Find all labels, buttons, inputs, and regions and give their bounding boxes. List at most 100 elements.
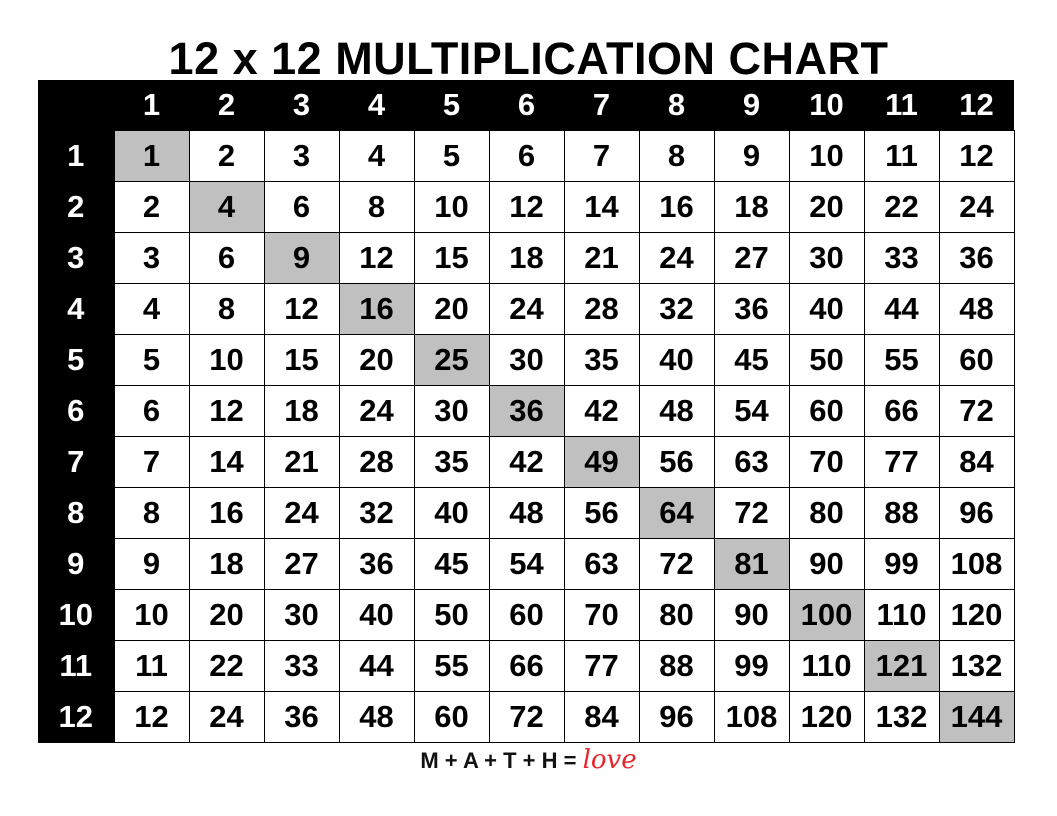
column-header: 4 (339, 80, 414, 131)
product-cell: 84 (563, 691, 640, 743)
product-cell: 120 (938, 589, 1015, 641)
product-cell: 20 (788, 181, 865, 233)
product-cell: 24 (638, 232, 715, 284)
product-cell: 9 (713, 130, 790, 182)
product-cell: 66 (863, 385, 940, 437)
row-header: 9 (38, 538, 114, 590)
product-cell: 84 (938, 436, 1015, 488)
page-title: 12 x 12 MULTIPLICATION CHART (168, 33, 889, 84)
row-header: 10 (38, 589, 114, 641)
product-cell: 24 (263, 487, 340, 539)
product-cell: 108 (938, 538, 1015, 590)
product-cell: 56 (563, 487, 640, 539)
product-cell: 90 (788, 538, 865, 590)
product-cell: 16 (188, 487, 265, 539)
product-cell: 14 (563, 181, 640, 233)
product-cell: 36 (938, 232, 1015, 284)
product-cell: 11 (863, 130, 940, 182)
product-cell: 30 (413, 385, 490, 437)
product-cell: 96 (938, 487, 1015, 539)
product-cell: 99 (713, 640, 790, 692)
product-cell: 40 (788, 283, 865, 335)
product-cell: 20 (188, 589, 265, 641)
square-product-cell: 36 (488, 385, 565, 437)
product-cell: 18 (263, 385, 340, 437)
row-header: 6 (38, 385, 114, 437)
product-cell: 33 (863, 232, 940, 284)
product-cell: 55 (863, 334, 940, 386)
square-product-cell: 49 (563, 436, 640, 488)
product-cell: 33 (263, 640, 340, 692)
product-cell: 72 (713, 487, 790, 539)
product-cell: 8 (638, 130, 715, 182)
product-cell: 6 (113, 385, 190, 437)
column-header: 10 (789, 80, 864, 131)
product-cell: 12 (113, 691, 190, 743)
table-row: 2 2 4 6 8 10 12 14 16 18 20 22 24 (38, 181, 1015, 233)
header-row: 1 2 3 4 5 6 7 8 9 10 11 12 (38, 80, 1014, 131)
product-cell: 110 (863, 589, 940, 641)
column-header: 8 (639, 80, 714, 131)
product-cell: 66 (488, 640, 565, 692)
product-cell: 11 (113, 640, 190, 692)
square-product-cell: 81 (713, 538, 790, 590)
product-cell: 10 (413, 181, 490, 233)
product-cell: 22 (863, 181, 940, 233)
product-cell: 42 (563, 385, 640, 437)
product-cell: 72 (638, 538, 715, 590)
product-cell: 3 (113, 232, 190, 284)
product-cell: 70 (788, 436, 865, 488)
table-row: 12 12 24 36 48 60 72 84 96 108 120 132 144 (38, 691, 1015, 743)
product-cell: 21 (563, 232, 640, 284)
product-cell: 48 (338, 691, 415, 743)
product-cell: 132 (938, 640, 1015, 692)
product-cell: 30 (263, 589, 340, 641)
product-cell: 16 (638, 181, 715, 233)
product-cell: 10 (188, 334, 265, 386)
product-cell: 15 (413, 232, 490, 284)
product-cell: 72 (488, 691, 565, 743)
product-cell: 8 (113, 487, 190, 539)
square-product-cell: 9 (263, 232, 340, 284)
product-cell: 24 (338, 385, 415, 437)
column-header: 7 (564, 80, 639, 131)
square-product-cell: 4 (188, 181, 265, 233)
product-cell: 44 (338, 640, 415, 692)
product-cell: 12 (338, 232, 415, 284)
footer-equation: M + A + T + H = (420, 748, 577, 773)
product-cell: 12 (938, 130, 1015, 182)
product-cell: 36 (263, 691, 340, 743)
column-header: 3 (264, 80, 339, 131)
row-header: 5 (38, 334, 114, 386)
product-cell: 99 (863, 538, 940, 590)
product-cell: 8 (188, 283, 265, 335)
row-header: 2 (38, 181, 114, 233)
product-cell: 20 (338, 334, 415, 386)
product-cell: 50 (413, 589, 490, 641)
product-cell: 12 (263, 283, 340, 335)
table-row: 5 5 10 15 20 25 30 35 40 45 50 55 60 (38, 334, 1015, 386)
product-cell: 48 (488, 487, 565, 539)
square-product-cell: 121 (863, 640, 940, 692)
table-row: 9 9 18 27 36 45 54 63 72 81 90 99 108 (38, 538, 1015, 590)
product-cell: 120 (788, 691, 865, 743)
product-cell: 88 (638, 640, 715, 692)
product-cell: 77 (863, 436, 940, 488)
table-row: 3 3 6 9 12 15 18 21 24 27 30 33 36 (38, 232, 1015, 284)
product-cell: 108 (713, 691, 790, 743)
product-cell: 48 (938, 283, 1015, 335)
row-header: 12 (38, 691, 114, 743)
product-cell: 12 (488, 181, 565, 233)
table-row: 6 6 12 18 24 30 36 42 48 54 60 66 72 (38, 385, 1015, 437)
square-product-cell: 16 (338, 283, 415, 335)
row-header: 4 (38, 283, 114, 335)
column-header: 2 (189, 80, 264, 131)
product-cell: 27 (263, 538, 340, 590)
table-row: 7 7 14 21 28 35 42 49 56 63 70 77 84 (38, 436, 1015, 488)
multiplication-table: 1 2 3 4 5 6 7 8 9 10 11 12 1 1 2 3 4 5 6 7 8 9 10 11 12 2 2 4 6 8 10 12… (38, 80, 1015, 743)
product-cell: 4 (338, 130, 415, 182)
table-row: 10 10 20 30 40 50 60 70 80 90 100 110 120 (38, 589, 1015, 641)
product-cell: 42 (488, 436, 565, 488)
column-header: 11 (864, 80, 939, 131)
footer-tagline: M + A + T + H = love (0, 745, 1057, 775)
